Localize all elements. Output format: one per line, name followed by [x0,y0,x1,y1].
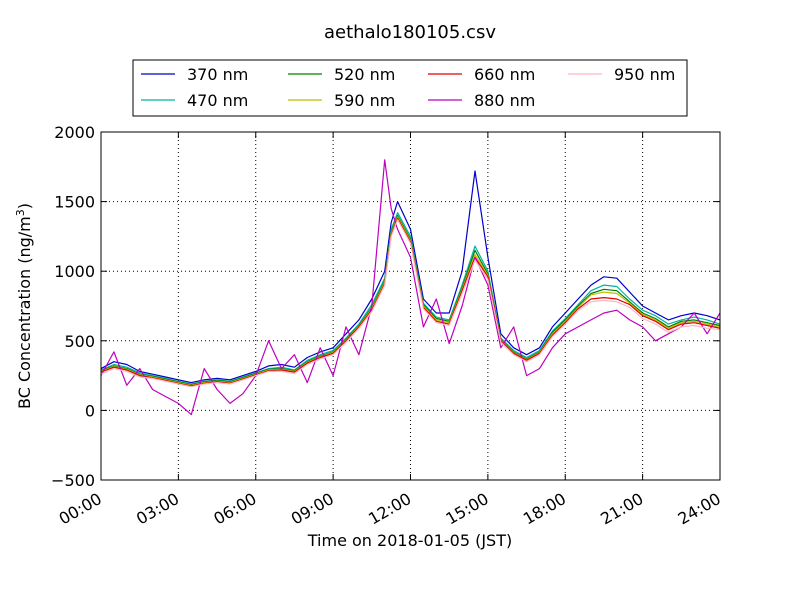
x-tick-label: 03:00 [133,489,182,529]
series-line-880-nm [101,159,720,416]
legend-label: 520 nm [334,65,395,84]
series-line-470-nm [101,212,720,385]
x-tick-label: 06:00 [210,489,259,529]
x-tick-label: 00:00 [56,489,105,529]
legend: 370 nm 470 nm 520 nm 590 nm 660 nm 880 nm 950 … [132,59,688,117]
y-ticks: −500 0 500 1000 1500 2000 [51,123,720,490]
x-tick-label: 12:00 [365,489,414,529]
chart-title: aethalo180105.csv [324,22,496,43]
legend-items: 370 nm 470 nm 520 nm 590 nm 660 nm 880 nm 950 … [141,65,675,110]
x-tick-label: 18:00 [520,489,569,529]
legend-label: 660 nm [474,65,535,84]
legend-label: 370 nm [187,65,248,84]
y-tick-label: 1500 [54,193,95,212]
legend-label: 950 nm [614,65,675,84]
y-tick-label: 1000 [54,262,95,281]
y-axis-label-main: BC Concentration (ng/m [15,216,34,409]
legend-label: 590 nm [334,91,395,110]
x-tick-label: 09:00 [288,489,337,529]
y-tick-label: 0 [85,401,95,420]
x-axis-label: Time on 2018-01-05 (JST) [307,531,512,550]
y-axis-label-close: ) [15,203,34,209]
y-axis-label: BC Concentration (ng/m3) [14,203,34,409]
y-tick-label: −500 [51,471,95,490]
y-axis-label-superscript: 3 [14,209,27,216]
x-ticks: 00:00 03:00 06:00 09:00 12:00 15:00 18:00 21:00… [56,132,724,529]
series-line-370-nm [101,170,720,384]
legend-label: 470 nm [187,91,248,110]
y-tick-label: 2000 [54,123,95,142]
series-line-660-nm [101,217,720,387]
series-line-520-nm [101,214,720,386]
x-tick-label: 15:00 [442,489,491,529]
y-tick-label: 500 [64,332,95,351]
x-tick-label: 24:00 [675,489,724,529]
series-group [101,159,720,416]
x-tick-label: 21:00 [597,489,646,529]
series-line-590-nm [101,216,720,386]
legend-box [132,59,688,117]
legend-label: 880 nm [474,91,535,110]
series-line-950-nm [101,219,720,388]
